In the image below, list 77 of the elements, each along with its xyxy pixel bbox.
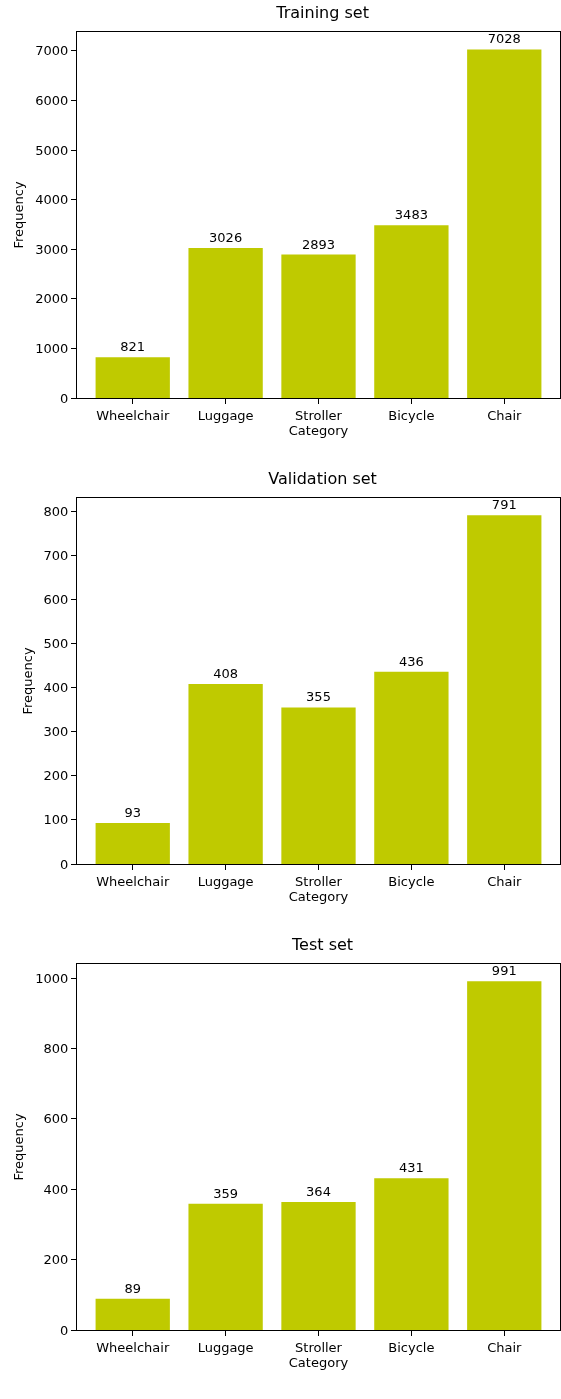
y-tick-label: 2000	[35, 291, 69, 307]
data-label: 7028	[487, 31, 521, 47]
data-label: 436	[398, 653, 424, 669]
bar	[467, 515, 542, 864]
y-axis-title: Frequency	[11, 1113, 27, 1181]
y-tick-label: 4000	[35, 192, 69, 208]
x-axis-title: Category	[288, 889, 349, 905]
bar	[188, 1203, 263, 1330]
x-axis-title: Category	[288, 423, 349, 439]
chart-title: Training set	[275, 3, 369, 23]
x-tick-label: Wheelchair	[96, 1339, 170, 1355]
chart-title: Test set	[291, 935, 354, 955]
x-tick-label: Chair	[487, 407, 523, 423]
data-label: 821	[120, 339, 146, 355]
bar	[95, 357, 170, 398]
y-tick-label: 0	[60, 390, 69, 406]
x-tick-label: Bicycle	[388, 1339, 435, 1355]
x-tick-label: Wheelchair	[96, 407, 170, 423]
y-tick-label: 200	[43, 1252, 69, 1268]
data-label: 408	[213, 666, 239, 682]
bar	[281, 707, 356, 864]
y-tick-label: 800	[43, 1041, 69, 1057]
y-tick-label: 0	[60, 856, 69, 872]
bar	[374, 225, 449, 398]
x-tick-label: Stroller	[295, 407, 343, 423]
x-tick-label: Luggage	[197, 407, 254, 423]
y-tick-label: 100	[43, 812, 69, 828]
bar	[188, 684, 263, 864]
data-label: 355	[306, 689, 331, 705]
y-tick-label: 1000	[35, 340, 69, 356]
y-tick-label: 600	[43, 1111, 69, 1127]
data-label: 431	[398, 1160, 424, 1176]
data-label: 791	[491, 497, 517, 513]
x-tick-label: Chair	[487, 873, 523, 889]
y-tick-label: 400	[43, 1181, 69, 1197]
x-tick-label: Chair	[487, 1339, 523, 1355]
y-tick-label: 200	[43, 768, 69, 784]
y-tick-label: 1000	[35, 970, 69, 986]
y-tick-label: 7000	[35, 43, 69, 59]
y-tick-label: 5000	[35, 142, 69, 158]
data-label: 359	[213, 1185, 239, 1201]
x-tick-label: Wheelchair	[96, 873, 170, 889]
x-axis-title: Category	[288, 1355, 349, 1371]
y-tick-label: 800	[43, 503, 69, 519]
x-tick-label: Luggage	[197, 873, 254, 889]
bar	[188, 247, 263, 398]
data-label: 991	[491, 963, 517, 979]
bar	[374, 1178, 449, 1330]
bar	[467, 49, 542, 398]
chart-title: Validation set	[268, 469, 377, 489]
y-tick-label: 500	[43, 636, 69, 652]
y-tick-label: 0	[60, 1322, 69, 1338]
bar	[467, 981, 542, 1330]
data-label: 364	[306, 1183, 331, 1199]
y-axis-title: Frequency	[11, 181, 27, 249]
data-label: 89	[124, 1280, 141, 1296]
y-tick-label: 300	[43, 724, 69, 740]
x-tick-label: Stroller	[295, 1339, 343, 1355]
x-tick-label: Stroller	[295, 873, 343, 889]
data-label: 3483	[394, 207, 428, 223]
y-tick-label: 600	[43, 591, 69, 607]
y-tick-label: 3000	[35, 241, 69, 257]
y-tick-label: 700	[43, 547, 69, 563]
y-tick-label: 400	[43, 680, 69, 696]
y-axis-title: Frequency	[19, 647, 35, 715]
x-tick-label: Bicycle	[388, 407, 435, 423]
bar	[281, 1201, 356, 1330]
x-tick-label: Luggage	[197, 1339, 254, 1355]
bar	[95, 1298, 170, 1330]
x-tick-label: Bicycle	[388, 873, 435, 889]
bar	[281, 254, 356, 398]
y-tick-label: 6000	[35, 92, 69, 108]
data-label: 2893	[301, 236, 336, 252]
bar	[374, 671, 449, 864]
data-label: 93	[124, 804, 141, 820]
bar	[95, 822, 170, 864]
data-label: 3026	[209, 229, 243, 245]
